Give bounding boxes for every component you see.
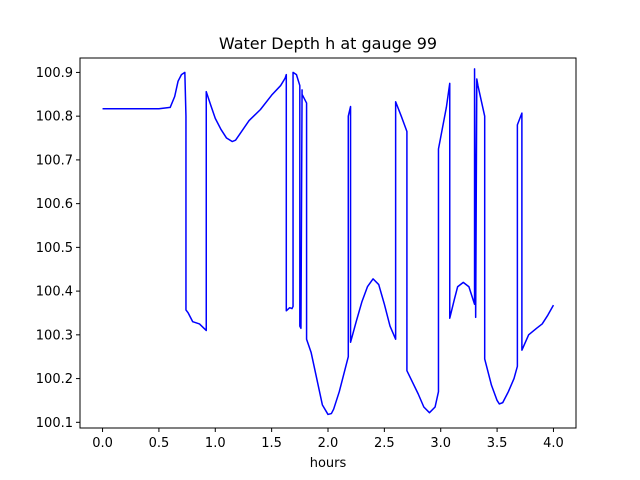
x-tick-label: 0.0 bbox=[92, 436, 113, 451]
y-tick-label: 100.7 bbox=[36, 153, 73, 168]
y-tick-label: 100.5 bbox=[36, 241, 73, 256]
chart-title: Water Depth h at gauge 99 bbox=[219, 34, 437, 53]
series-layer bbox=[102, 68, 555, 416]
x-tick-label: 3.0 bbox=[430, 436, 451, 451]
x-tick-label: 0.5 bbox=[149, 436, 170, 451]
y-tick-label: 100.2 bbox=[36, 372, 73, 387]
series-line-0 bbox=[102, 68, 555, 416]
x-axis-ticks: 0.0 0.5 1.0 1.5 2.0 2.5 3.0 3.5 4.0 bbox=[92, 428, 564, 451]
x-tick-label: 2.0 bbox=[318, 436, 339, 451]
x-tick-label: 1.5 bbox=[261, 436, 282, 451]
y-tick-label: 100.6 bbox=[36, 197, 73, 212]
y-tick-label: 100.8 bbox=[36, 110, 73, 125]
y-tick-label: 100.9 bbox=[36, 66, 73, 81]
x-tick-label: 4.0 bbox=[543, 436, 564, 451]
x-tick-label: 1.0 bbox=[205, 436, 226, 451]
plot-frame bbox=[79, 57, 577, 429]
x-tick-label: 2.5 bbox=[374, 436, 395, 451]
y-tick-label: 100.3 bbox=[36, 328, 73, 343]
y-tick-label: 100.1 bbox=[36, 416, 73, 431]
y-axis-ticks: 100.1 100.2 100.3 100.4 100.5 100.6 100.7 100.8… bbox=[36, 66, 80, 431]
x-tick-label: 3.5 bbox=[487, 436, 508, 451]
x-axis-label: hours bbox=[310, 456, 347, 471]
y-tick-label: 100.4 bbox=[36, 285, 73, 300]
